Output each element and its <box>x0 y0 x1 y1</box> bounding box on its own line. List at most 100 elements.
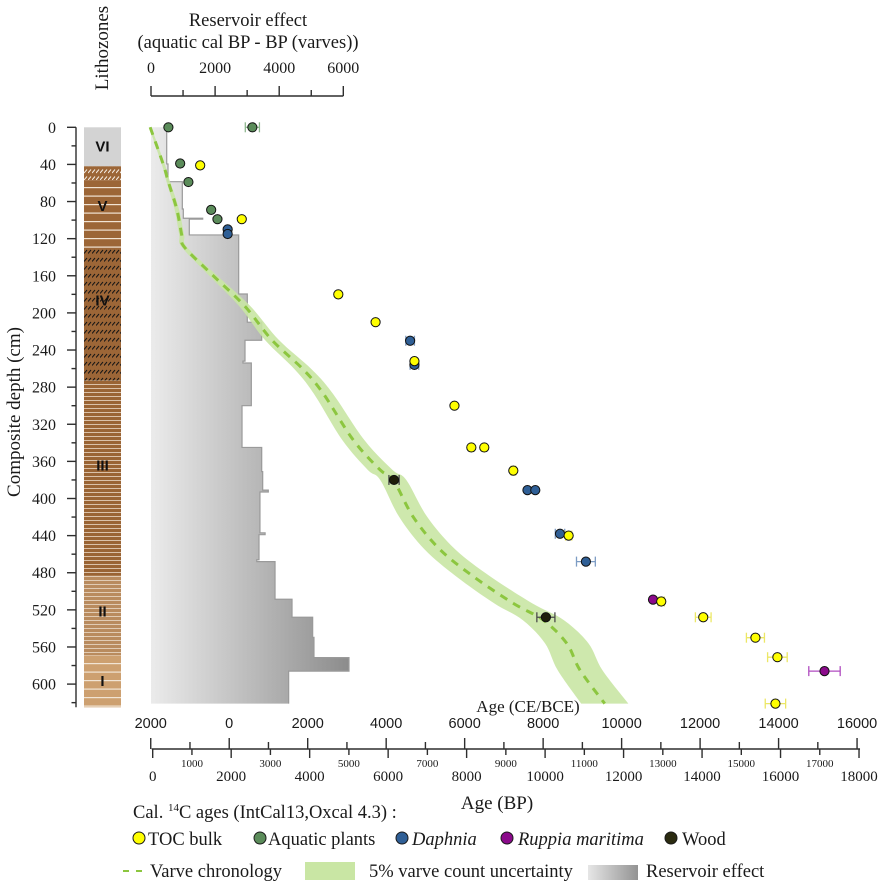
lithology-texture <box>84 380 121 576</box>
legend-label-daphnia: Daphnia <box>411 830 477 850</box>
ce-bce-tick-label: 0 <box>225 716 233 732</box>
reservoir-tick-label: 6000 <box>327 60 359 77</box>
ruppia-maritima-point <box>819 666 830 677</box>
legend-label-toc-bulk: TOC bulk <box>148 830 223 850</box>
lithozone-label: VI <box>95 138 109 155</box>
aquatic-plants-point <box>247 122 258 133</box>
legend-item-reservoir-effect: Reservoir effect <box>588 862 765 882</box>
bp-minor-tick-label: 7000 <box>416 758 439 770</box>
green-band-swatch-icon <box>305 862 355 880</box>
aquatic-plants-point <box>175 158 186 169</box>
reservoir-effect-area <box>151 127 350 704</box>
daphnia-point <box>530 485 541 496</box>
depth-tick-label: 80 <box>40 194 56 211</box>
legend-item-uncertainty: 5% varve count uncertainty <box>305 862 574 882</box>
depth-tick-label: 480 <box>32 565 56 582</box>
toc-bulk-point <box>772 652 783 663</box>
lithozone-label: I <box>100 673 104 690</box>
daphnia-point <box>222 228 233 240</box>
lithozone-label: III <box>96 458 109 475</box>
bp-axis-title: Age (BP) <box>461 793 533 814</box>
toc-bulk-point <box>195 160 206 171</box>
reservoir-axis-title: Reservoir effect <box>189 11 308 31</box>
legend: Cal. 14C ages (IntCal13,Oxcal 4.3) : TOC… <box>123 802 765 882</box>
varve-uncertainty-band <box>149 127 629 704</box>
bp-minor-tick-label: 17000 <box>806 758 834 770</box>
aquatic-plants-point <box>163 122 174 133</box>
depth-tick-label: 160 <box>32 268 56 285</box>
toc-bulk-point <box>563 530 574 541</box>
legend-item-toc-bulk: TOC bulk <box>132 830 223 850</box>
toc-bulk-point <box>466 442 477 453</box>
legend-item-varve-chronology: Varve chronology <box>123 862 283 882</box>
axes: 0 40 80 120 160 200 240 280 320 360 400 440 480 520 56… <box>32 60 878 785</box>
varve-chronology-line <box>148 126 606 705</box>
legend-heading-superscript: 14 <box>168 802 180 814</box>
lithology-texture <box>84 655 121 708</box>
bp-tick-label: 14000 <box>683 769 721 785</box>
depth-tick-label: 520 <box>32 602 56 619</box>
ce-bce-tick-label: 16000 <box>837 716 877 732</box>
depth-tick-label: 400 <box>32 491 56 508</box>
legend-item-daphnia: Daphnia <box>395 830 477 850</box>
bp-tick-label: 2000 <box>216 769 246 785</box>
lithozone-label: II <box>98 603 106 620</box>
depth-tick-label: 40 <box>40 157 56 174</box>
aquatic-plants-point <box>212 214 223 225</box>
legend-item-aquatic-plants: Aquatic plants <box>253 830 375 850</box>
lithozones-title: Lithozones <box>92 6 113 90</box>
toc-bulk-marker-icon <box>132 831 146 845</box>
depth-tick-label: 360 <box>32 454 56 471</box>
depth-axis-title: Composite depth (cm) <box>4 327 25 497</box>
legend-label-ruppia-maritima: Ruppia maritima <box>517 830 644 850</box>
ruppia-maritima-marker-icon <box>500 831 514 845</box>
bp-minor-tick-label: 11000 <box>571 758 599 770</box>
depth-tick-label: 560 <box>32 639 56 656</box>
bp-minor-tick-label: 15000 <box>728 758 756 770</box>
wood-marker-icon <box>664 831 678 845</box>
legend-label-reservoir-effect: Reservoir effect <box>646 862 765 882</box>
toc-bulk-point <box>409 356 420 367</box>
legend-label-uncertainty: 5% varve count uncertainty <box>369 862 574 882</box>
bp-tick-label: 10000 <box>526 769 564 785</box>
toc-bulk-point <box>449 400 460 411</box>
ce-bce-tick-label: 14000 <box>758 716 798 732</box>
depth-tick-label: 320 <box>32 417 56 434</box>
bp-minor-tick-label: 9000 <box>495 758 518 770</box>
toc-bulk-point <box>236 214 247 225</box>
ce-bce-tick-label: 2000 <box>135 716 167 732</box>
legend-label-aquatic-plants: Aquatic plants <box>268 830 375 850</box>
reservoir-tick-label: 0 <box>147 60 155 77</box>
aquatic-plants-point <box>183 176 194 188</box>
toc-bulk-point <box>770 698 781 709</box>
bp-tick-label: 6000 <box>373 769 403 785</box>
legend-heading-suffix: C ages (IntCal13,Oxcal 4.3) : <box>179 803 397 823</box>
bp-tick-label: 18000 <box>840 769 878 785</box>
toc-bulk-point <box>508 465 519 476</box>
sample-points <box>163 122 841 709</box>
daphnia-point <box>405 335 416 346</box>
toc-bulk-point <box>479 442 490 453</box>
legend-heading-prefix: Cal. <box>133 803 168 823</box>
bp-tick-label: 8000 <box>452 769 482 785</box>
toc-bulk-point <box>370 317 381 328</box>
bp-minor-tick-label: 3000 <box>259 758 282 770</box>
lithology-texture <box>84 180 121 248</box>
lithology-band <box>84 127 121 167</box>
reservoir-tick-label: 2000 <box>199 60 231 77</box>
depth-tick-label: 120 <box>32 231 56 248</box>
reservoir-axis-subtitle: (aquatic cal BP - BP (varves)) <box>137 33 358 53</box>
ce-bce-tick-label: 6000 <box>449 716 481 732</box>
ce-bce-tick-label: 2000 <box>292 716 324 732</box>
depth-tick-label: 240 <box>32 343 56 360</box>
legend-item-wood: Wood <box>664 830 726 850</box>
bp-minor-tick-label: 13000 <box>649 758 677 770</box>
varve-uncertainty-band-group <box>149 127 629 704</box>
legend-heading: Cal. 14C ages (IntCal13,Oxcal 4.3) : <box>133 802 397 823</box>
toc-bulk-point <box>656 596 667 607</box>
legend-label-wood: Wood <box>682 830 726 850</box>
bp-tick-label: 16000 <box>762 769 800 785</box>
legend-label-varve-chronology: Varve chronology <box>150 862 283 882</box>
gray-gradient-swatch-icon <box>588 865 638 880</box>
